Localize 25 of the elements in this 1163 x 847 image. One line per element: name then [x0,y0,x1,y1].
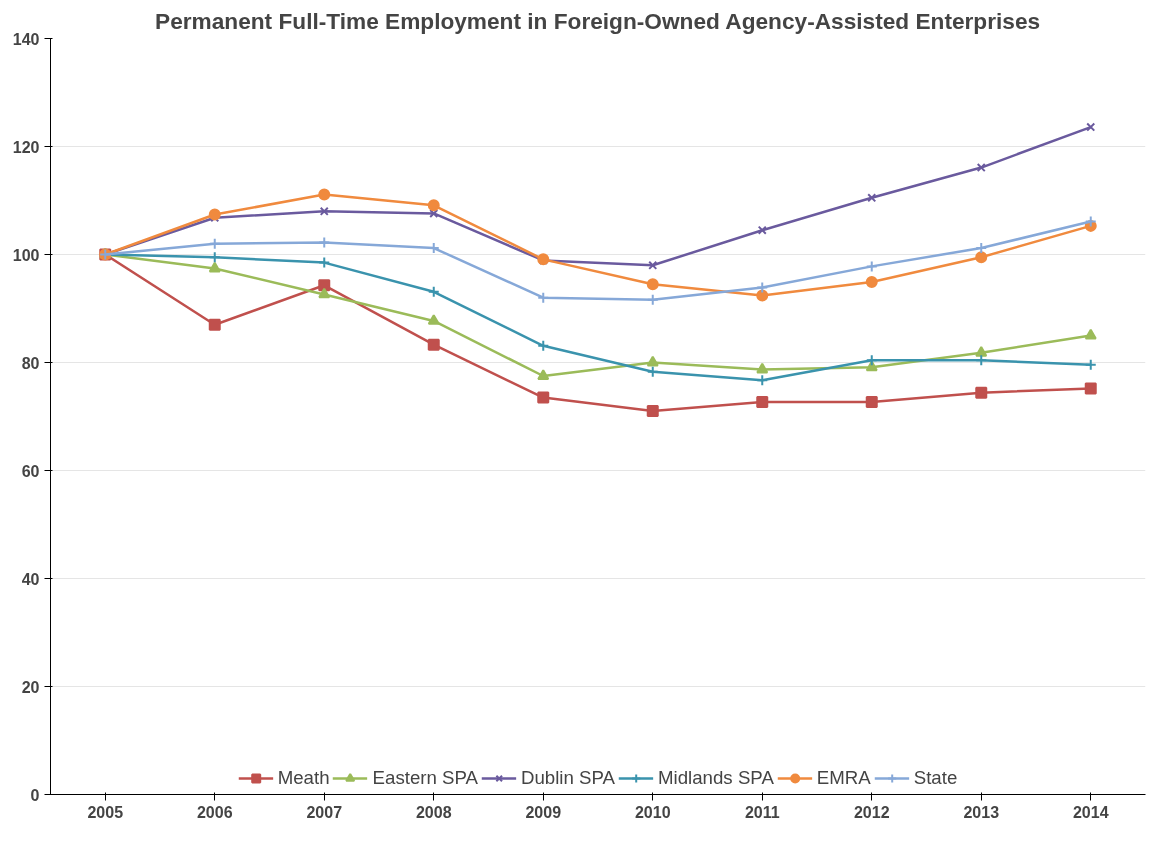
legend-label: EMRA [816,767,871,789]
legend-label: Eastern SPA [372,767,478,789]
x-tick-label: 2007 [306,803,343,821]
y-tick-label: 140 [12,30,40,48]
legend-label: Dublin SPA [521,767,616,789]
y-tick-label: 60 [21,462,40,480]
y-tick-label: 80 [21,354,40,372]
legend-label: State [913,767,958,789]
x-tick-label: 2012 [853,803,890,821]
y-tick-label: 40 [21,570,40,588]
x-tick-label: 2013 [963,803,1000,821]
x-tick-label: 2005 [87,803,124,821]
y-tick-label: 20 [21,678,40,696]
x-tick-label: 2008 [415,803,452,821]
y-tick-label: 120 [12,138,40,156]
chart-title: Permanent Full-Time Employment in Foreign-Owned Agency-Assisted Enterprises [155,7,1041,34]
x-tick-label: 2009 [525,803,562,821]
y-tick-label: 0 [30,786,40,804]
y-tick-label: 100 [12,246,40,264]
x-tick-label: 2011 [744,803,780,821]
x-tick-label: 2010 [634,803,671,821]
x-tick-label: 2014 [1072,803,1109,821]
legend-label: Midlands SPA [658,767,774,789]
legend-label: Meath [277,767,330,789]
x-tick-label: 2006 [196,803,233,821]
